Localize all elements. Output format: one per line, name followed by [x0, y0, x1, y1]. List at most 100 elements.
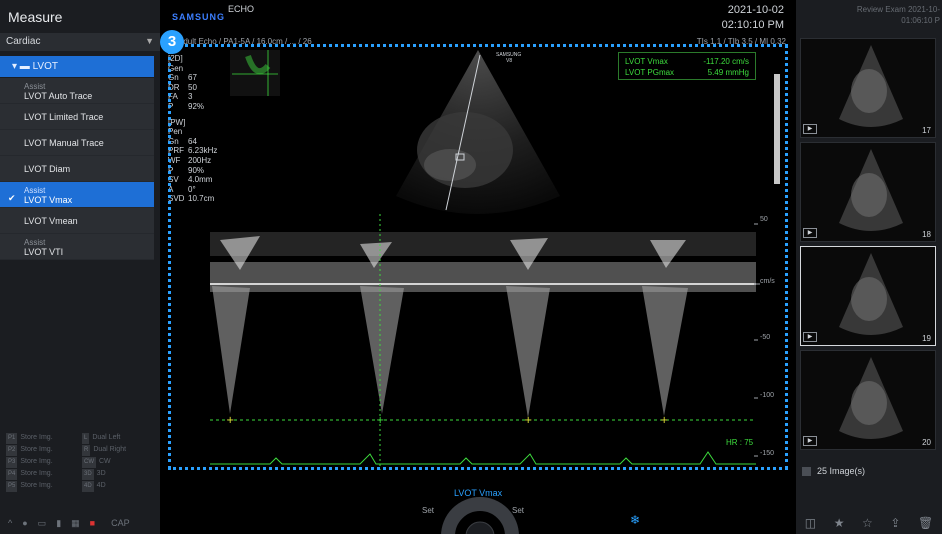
step-badge: 3 — [160, 30, 184, 54]
group-label: LVOT — [32, 61, 58, 72]
mode-shortcut[interactable]: CW CW — [82, 456, 111, 468]
store-image-shortcut[interactable]: P5 Store Img. — [6, 480, 82, 492]
measure-item[interactable]: LVOT Limited Trace — [0, 104, 154, 130]
measure-item[interactable]: LVOT Manual Trace — [0, 130, 154, 156]
key-tag: P1 — [6, 433, 18, 444]
param-key: SV — [168, 175, 179, 185]
sample-gate — [455, 153, 465, 161]
chevron-down-icon: ▼ — [145, 36, 154, 46]
key-tag: 4D — [82, 481, 94, 492]
key-tag: P4 — [6, 469, 18, 480]
shortcut-label: Store Img. — [20, 446, 53, 453]
image-thumbnail[interactable]: ▶ 17 — [800, 38, 936, 138]
star-outline-icon[interactable]: ☆ — [862, 516, 873, 530]
measure-item-label: LVOT VTI — [24, 247, 64, 257]
param-row: [PW] — [168, 118, 217, 128]
layout-icon[interactable]: ◫ — [804, 516, 817, 530]
measure-item[interactable]: ✔ Assist LVOT Vmax — [0, 182, 154, 208]
measure-item[interactable]: LVOT Vmean — [0, 208, 154, 234]
key-tag: P3 — [6, 457, 18, 468]
scale-label: -150 — [760, 450, 775, 457]
svg-text:SAMSUNG: SAMSUNG — [496, 52, 521, 58]
store-image-shortcut[interactable]: P4 Store Img. — [6, 468, 82, 480]
play-icon[interactable]: ▶ — [803, 332, 817, 342]
chevron-up-icon[interactable]: ^ — [8, 518, 13, 528]
mode-shortcut[interactable]: R Dual Right — [82, 444, 126, 456]
result-unit: mmHg — [725, 68, 749, 77]
param-key: DR — [168, 82, 180, 92]
trash-icon[interactable]: 🗑 — [917, 516, 934, 530]
usb-icon: ■ — [89, 518, 96, 528]
shortcut-label: Dual Right — [93, 446, 127, 453]
measure-item[interactable]: Assist LVOT Auto Trace — [0, 78, 154, 104]
trackball-control[interactable] — [440, 486, 520, 534]
store-image-shortcut[interactable]: P3 Store Img. — [6, 456, 82, 468]
key-tag: 3D — [82, 469, 94, 480]
param-row: Gn 67 — [168, 73, 217, 83]
play-icon[interactable]: ▶ — [803, 436, 817, 446]
time-text: 02:10:10 PM — [721, 19, 784, 31]
folder-icon: ▾ ▬ — [12, 61, 33, 72]
assist-label: Assist — [24, 82, 46, 91]
battery-icon: ▮ — [56, 517, 62, 528]
param-key: Pen — [168, 127, 183, 137]
measure-item[interactable]: LVOT Diam — [0, 156, 154, 182]
doppler-spectrum: + + + + — [210, 214, 756, 470]
set-right-button[interactable]: Set — [512, 506, 525, 515]
comment-icon[interactable]: ▭ — [37, 517, 47, 528]
record-icon[interactable]: ● — [22, 518, 28, 528]
shortcut-label: 4D — [96, 482, 106, 489]
store-shortcuts: P1 Store Img. L Dual Left P2 Store Img. R Dua… — [6, 432, 156, 492]
shortcut-label: Store Img. — [20, 434, 53, 441]
param-row: WF 200Hz — [168, 156, 217, 166]
shortcut-label: Store Img. — [20, 482, 53, 489]
param-value: 64 — [188, 136, 197, 146]
thumbnail-image — [839, 253, 903, 335]
svg-text:V8: V8 — [506, 58, 512, 64]
image-thumbnail[interactable]: ▶ 18 — [800, 142, 936, 242]
brand-logo: SAMSUNG — [172, 12, 226, 22]
result-name: LVOT Vmax — [625, 57, 668, 66]
checkbox-icon[interactable] — [802, 466, 811, 476]
mode-shortcut[interactable]: 3D 3D — [82, 468, 106, 480]
thumbnail-number: 18 — [922, 230, 931, 239]
mode-shortcut[interactable]: 4D 4D — [82, 480, 106, 492]
thumbnail-image — [839, 357, 903, 439]
category-select[interactable]: Cardiac ▼ — [0, 33, 160, 51]
probe-info: Adult Echo / PA1-5A / 16.0cm / ... / 26 — [178, 37, 312, 46]
star-icon[interactable]: ★ — [833, 516, 845, 530]
gray-scale-bar — [774, 74, 780, 184]
shortcut-label: CW — [99, 458, 111, 465]
highlight-frame — [168, 44, 788, 470]
store-image-shortcut[interactable]: P2 Store Img. — [6, 444, 82, 456]
image-thumbnail[interactable]: ▶ 19 — [800, 246, 936, 346]
cap-label: CAP — [111, 518, 130, 528]
play-icon[interactable]: ▶ — [803, 228, 817, 238]
result-value: 5.49 — [707, 68, 724, 77]
param-value: 90% — [188, 165, 205, 175]
assist-label: Assist — [24, 186, 46, 195]
image-area[interactable]: SAMSUNG ECHO 2021-10-02 02:10:10 PM Adul… — [160, 0, 796, 534]
app-name: ECHO — [228, 4, 255, 14]
store-row: P5 Store Img. 4D 4D — [6, 480, 156, 492]
store-image-shortcut[interactable]: P1 Store Img. — [6, 432, 82, 444]
panel-title: Measure — [8, 9, 63, 25]
image-count[interactable]: 25 Image(s) — [802, 466, 865, 476]
shortcut-label: 3D — [96, 470, 106, 477]
param-row: Pen — [168, 127, 217, 137]
freeze-icon[interactable]: ❄ — [630, 513, 641, 527]
param-value: 10.7cm — [188, 194, 215, 204]
play-icon[interactable]: ▶ — [803, 124, 817, 134]
active-measure-label: LVOT Vmax — [454, 488, 503, 498]
group-lvot[interactable]: ▾ ▬ LVOT — [0, 56, 154, 77]
set-left-button[interactable]: Set — [422, 506, 435, 515]
export-icon[interactable]: ⇪ — [890, 516, 901, 530]
measure-item-label: LVOT Auto Trace — [24, 91, 93, 101]
param-key: Gn — [168, 73, 179, 83]
ecg-trace — [210, 451, 756, 465]
param-row: FA 3 — [168, 92, 217, 102]
measure-item[interactable]: Assist LVOT VTI — [0, 234, 154, 260]
image-thumbnail[interactable]: ▶ 20 — [800, 350, 936, 450]
review-time: 01:06:10 P — [901, 16, 940, 25]
mode-shortcut[interactable]: L Dual Left — [82, 432, 120, 444]
